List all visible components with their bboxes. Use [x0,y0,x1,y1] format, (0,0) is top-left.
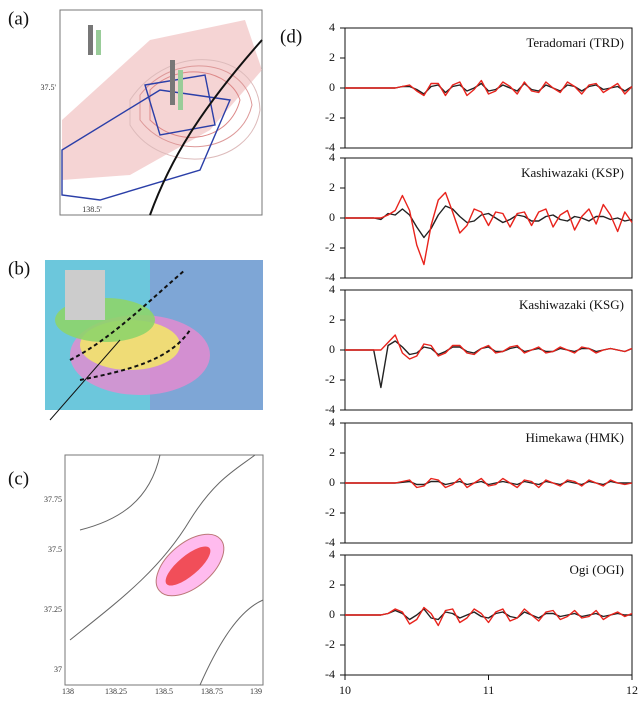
y-tick-label: 2 [329,180,335,194]
chart-title: Teradomari (TRD) [526,35,624,50]
y-tick-label: 2 [329,445,335,459]
y-tick-label: 4 [329,150,335,164]
y-tick-label: -2 [325,505,335,519]
y-tick-label: 0 [329,607,335,621]
legend-bar [88,25,93,55]
x-tick-label: 11 [483,683,495,697]
lon-label: 138.5' [82,205,102,214]
panel-label: (c) [8,468,29,489]
lon-label: 138.25 [105,687,127,696]
panel-label: (d) [280,26,302,47]
y-tick-label: 4 [329,282,335,296]
figure: (a) 37.5' 138.5' (b) (c) 37.75 37.5 37.2… [0,0,640,702]
x-tick-label: 10 [339,683,351,697]
y-tick-label: 2 [329,50,335,64]
lon-label: 138.5 [155,687,173,696]
y-tick-label: 0 [329,210,335,224]
y-tick-label: 2 [329,577,335,591]
chart-title: Himekawa (HMK) [525,430,624,445]
y-tick-label: -2 [325,110,335,124]
y-tick-label: 0 [329,342,335,356]
lat-label: 37.25 [44,605,62,614]
lat-label: 37.5' [41,83,57,92]
lon-label: 138.75 [201,687,223,696]
slip-bar [170,60,175,105]
map-b: (b) [8,258,263,420]
lon-label: 138 [62,687,74,696]
panel-label: (b) [8,258,30,279]
chart-title: Kashiwazaki (KSP) [521,165,624,180]
y-tick-label: 0 [329,80,335,94]
map-a: (a) 37.5' 138.5' [8,8,262,215]
panel-label: (a) [8,8,29,29]
inset [65,270,105,320]
y-tick-label: 0 [329,475,335,489]
y-tick-label: 4 [329,547,335,561]
y-tick-label: 4 [329,415,335,429]
map-c: (c) 37.75 37.5 37.25 37 138 138.25 138.5… [8,455,263,696]
x-tick-label: 12 [626,683,638,697]
lat-label: 37.75 [44,495,62,504]
legend-bar [96,30,101,55]
slip-bar [178,70,183,110]
y-tick-label: -4 [325,402,335,416]
y-tick-label: -2 [325,637,335,651]
y-tick-label: -2 [325,372,335,386]
lat-label: 37.5 [48,545,62,554]
y-tick-label: -4 [325,667,335,681]
y-tick-label: 2 [329,312,335,326]
chart-title: Kashiwazaki (KSG) [519,297,624,312]
y-tick-label: 4 [329,20,335,34]
chart-title: Ogi (OGI) [569,562,624,577]
lat-label: 37 [54,665,62,674]
lon-label: 139 [250,687,262,696]
y-tick-label: -2 [325,240,335,254]
